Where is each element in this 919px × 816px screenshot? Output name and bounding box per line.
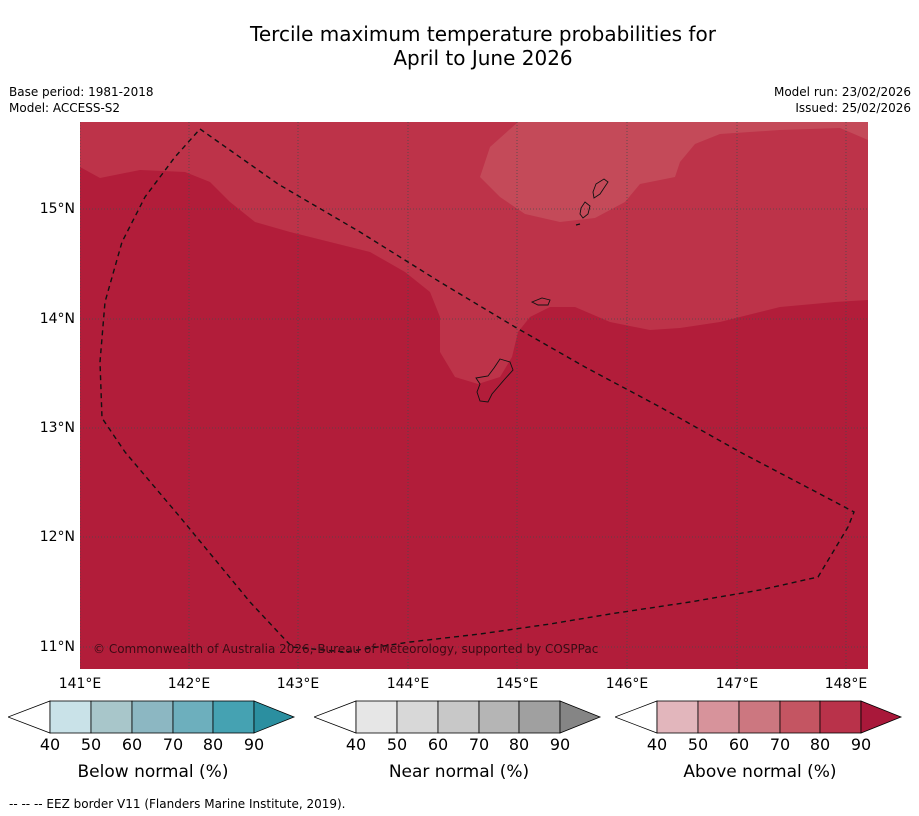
above-tick-40: 40 <box>647 735 667 750</box>
lon-label-144: 144°E <box>386 676 430 692</box>
lon-label-146: 146°E <box>605 676 649 692</box>
below-tick-60: 60 <box>122 735 142 750</box>
above-swatch-70-80 <box>779 700 821 734</box>
map-copyright: © Commonwealth of Australia 2026, Bureau… <box>93 642 598 656</box>
below-tick-80: 80 <box>203 735 223 750</box>
above-tick-90: 90 <box>851 735 871 750</box>
below-tick-40: 40 <box>40 735 60 750</box>
footnote-eez: -- -- -- EEZ border V11 (Flanders Marine… <box>9 797 346 811</box>
title-line-2: April to June 2026 <box>393 46 573 70</box>
below-swatch-70-80 <box>172 700 214 734</box>
lat-label-11: 11°N <box>39 639 75 655</box>
below-swatch-60-70 <box>131 700 174 734</box>
probability-map: © Commonwealth of Australia 2026, Bureau… <box>80 122 868 669</box>
colorbar-below-normal: 40 50 60 70 80 90 <box>8 700 296 750</box>
near-tick-60: 60 <box>428 735 448 750</box>
below-swatch-80-90 <box>212 700 255 734</box>
issued-date: Issued: 25/02/2026 <box>795 101 911 115</box>
lat-label-12: 12°N <box>39 529 75 545</box>
near-swatch-gt90 <box>559 700 602 734</box>
lon-label-145: 145°E <box>495 676 539 692</box>
near-tick-80: 80 <box>509 735 529 750</box>
saipan-island <box>592 178 609 199</box>
guam-island <box>475 358 514 403</box>
near-swatch-80-90 <box>518 700 561 734</box>
below-normal-title: Below normal (%) <box>77 762 229 782</box>
model-run: Model run: 23/02/2026 <box>773 85 911 99</box>
map-region-above-60-70 <box>480 122 868 222</box>
rota-island <box>530 297 551 306</box>
above-tick-60: 60 <box>729 735 749 750</box>
near-swatch-50-60 <box>396 700 439 734</box>
base-period: Base period: 1981-2018 <box>9 85 154 99</box>
lon-label-147: 147°E <box>715 676 759 692</box>
map-gridlines <box>80 122 868 669</box>
above-tick-50: 50 <box>688 735 708 750</box>
below-tick-50: 50 <box>81 735 101 750</box>
above-swatch-gt90 <box>860 700 903 734</box>
above-swatch-50-60 <box>697 700 740 734</box>
above-tick-70: 70 <box>770 735 790 750</box>
below-swatch-50-60 <box>90 700 133 734</box>
above-swatch-80-90 <box>819 700 862 734</box>
near-swatch-40-50 <box>355 700 398 734</box>
above-normal-title: Above normal (%) <box>683 762 837 782</box>
lon-label-148: 148°E <box>824 676 868 692</box>
lon-label-143: 143°E <box>276 676 320 692</box>
above-swatch-lt40 <box>615 700 658 734</box>
near-tick-70: 70 <box>469 735 489 750</box>
islands <box>475 178 609 403</box>
meta-left: Base period: 1981-2018 Model: ACCESS-S2 <box>9 84 154 116</box>
colorbar-near-normal: 40 50 60 70 80 90 <box>314 700 602 750</box>
chart-title: Tercile maximum temperature probabilitie… <box>0 22 919 70</box>
near-tick-40: 40 <box>346 735 366 750</box>
map-region-above-70-80 <box>80 122 868 384</box>
colorbar-above-normal: 40 50 60 70 80 90 <box>615 700 903 750</box>
lat-label-13: 13°N <box>39 420 75 436</box>
lon-label-141: 141°E <box>58 676 102 692</box>
eez-border <box>99 128 855 653</box>
near-normal-title: Near normal (%) <box>388 762 530 782</box>
near-tick-50: 50 <box>387 735 407 750</box>
below-tick-70: 70 <box>163 735 183 750</box>
model-name: Model: ACCESS-S2 <box>9 101 121 115</box>
above-tick-80: 80 <box>810 735 830 750</box>
near-swatch-70-80 <box>478 700 520 734</box>
lat-label-14: 14°N <box>39 311 75 327</box>
lon-label-142: 142°E <box>167 676 211 692</box>
near-tick-90: 90 <box>550 735 570 750</box>
above-swatch-60-70 <box>738 700 781 734</box>
meta-right: Model run: 23/02/2026 Issued: 25/02/2026 <box>774 84 911 116</box>
near-swatch-60-70 <box>437 700 480 734</box>
near-swatch-lt40 <box>314 700 357 734</box>
tinian-island <box>579 201 591 219</box>
lat-label-15: 15°N <box>39 201 75 217</box>
below-swatch-40-50 <box>49 700 92 734</box>
below-swatch-gt90 <box>253 700 296 734</box>
below-swatch-lt40 <box>8 700 51 734</box>
below-tick-90: 90 <box>244 735 264 750</box>
title-line-1: Tercile maximum temperature probabilitie… <box>250 22 716 46</box>
aguijan-island <box>575 223 581 226</box>
above-swatch-40-50 <box>656 700 699 734</box>
